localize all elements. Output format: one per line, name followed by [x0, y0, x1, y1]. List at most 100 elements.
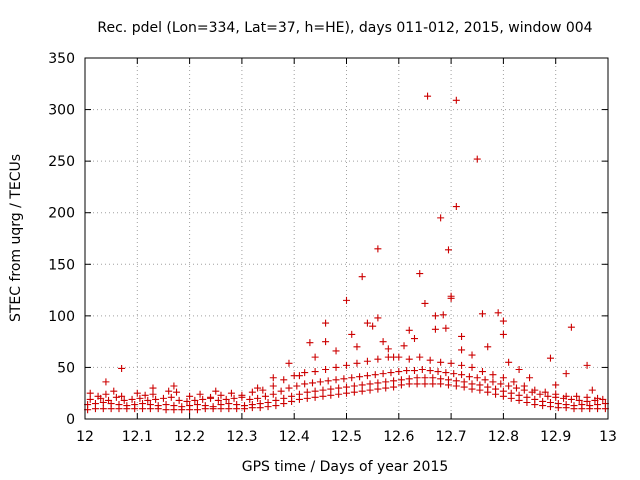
data-point [159, 394, 167, 402]
data-point [259, 386, 267, 394]
x-tick-label: 12 [76, 429, 94, 445]
data-point [327, 385, 335, 393]
data-point [241, 402, 249, 410]
data-point [484, 343, 492, 351]
data-points [84, 92, 609, 414]
data-point [426, 367, 434, 375]
data-point [332, 347, 340, 355]
data-point [332, 363, 340, 371]
data-point [594, 401, 602, 409]
data-point [311, 353, 319, 361]
data-point [199, 395, 207, 403]
data-point [460, 378, 468, 386]
x-tick-label: 12.2 [174, 429, 205, 445]
data-point [335, 390, 343, 398]
data-point [123, 402, 131, 410]
data-point [285, 384, 293, 392]
data-point [280, 394, 288, 402]
data-point [363, 357, 371, 365]
data-point [400, 342, 408, 350]
data-point [170, 402, 178, 410]
data-point [272, 396, 280, 404]
data-point [374, 355, 382, 363]
data-point [379, 338, 387, 346]
y-tick-labels: 0 50 100 150 200 250 300 350 [48, 51, 75, 428]
data-point [476, 381, 484, 389]
data-point [343, 389, 350, 397]
data-point [186, 392, 194, 400]
data-point [421, 374, 429, 382]
data-point [437, 375, 445, 383]
x-tick-label: 12.4 [279, 429, 310, 445]
data-point [146, 401, 154, 409]
data-point [369, 322, 377, 330]
data-point [478, 310, 486, 318]
data-point [201, 402, 209, 410]
data-point [526, 374, 534, 382]
data-point [505, 358, 513, 366]
data-point [444, 246, 452, 254]
data-point [387, 369, 395, 377]
data-point [434, 368, 442, 376]
y-tick-label: 0 [66, 412, 75, 428]
data-point [110, 387, 118, 395]
data-point [531, 386, 539, 394]
data-point [413, 374, 421, 382]
data-point [316, 378, 324, 386]
data-point [183, 397, 191, 405]
data-point [248, 388, 256, 396]
data-point [573, 392, 581, 400]
chart-title: Rec. pdel (Lon=334, Lat=37, h=HE), days … [97, 20, 592, 36]
data-point [416, 270, 424, 278]
data-point [269, 390, 277, 398]
data-point [254, 384, 262, 392]
data-point [583, 393, 591, 401]
data-point [418, 365, 426, 373]
data-point [167, 393, 175, 401]
data-point [115, 401, 123, 409]
data-point [112, 393, 120, 401]
data-point [567, 323, 575, 331]
data-point [444, 376, 452, 384]
data-point [214, 396, 222, 404]
data-point [94, 392, 102, 400]
data-point [442, 324, 450, 332]
data-point [431, 325, 439, 333]
data-point [295, 372, 303, 380]
data-point [311, 368, 319, 376]
data-point [379, 370, 387, 378]
data-point [452, 203, 460, 211]
data-point [442, 369, 450, 377]
y-axis-label: STEC from uqrg / TECUs [8, 154, 24, 322]
data-point [478, 368, 486, 376]
data-point [416, 353, 424, 361]
data-point [431, 312, 439, 320]
data-point [191, 396, 199, 404]
data-point [531, 395, 539, 403]
data-point [452, 377, 460, 385]
data-point [520, 382, 528, 390]
data-point [499, 317, 507, 325]
x-axis-label: GPS time / Days of year 2015 [242, 459, 449, 475]
data-point [544, 392, 552, 400]
data-point [120, 396, 128, 404]
grid-lines [85, 58, 608, 419]
data-point [301, 369, 309, 377]
data-point [437, 358, 445, 366]
data-point [86, 389, 94, 397]
data-point [136, 394, 144, 402]
x-tick-label: 12.7 [436, 429, 467, 445]
data-point [335, 384, 343, 392]
data-point [468, 363, 476, 371]
data-point [343, 361, 350, 369]
data-point [269, 382, 277, 390]
data-point [468, 380, 476, 388]
data-point [301, 380, 309, 388]
data-point [546, 354, 554, 362]
data-point [481, 376, 489, 384]
data-point [105, 396, 113, 404]
data-point [405, 355, 413, 363]
data-point [222, 395, 230, 403]
data-point [309, 379, 317, 387]
data-point [382, 378, 390, 386]
